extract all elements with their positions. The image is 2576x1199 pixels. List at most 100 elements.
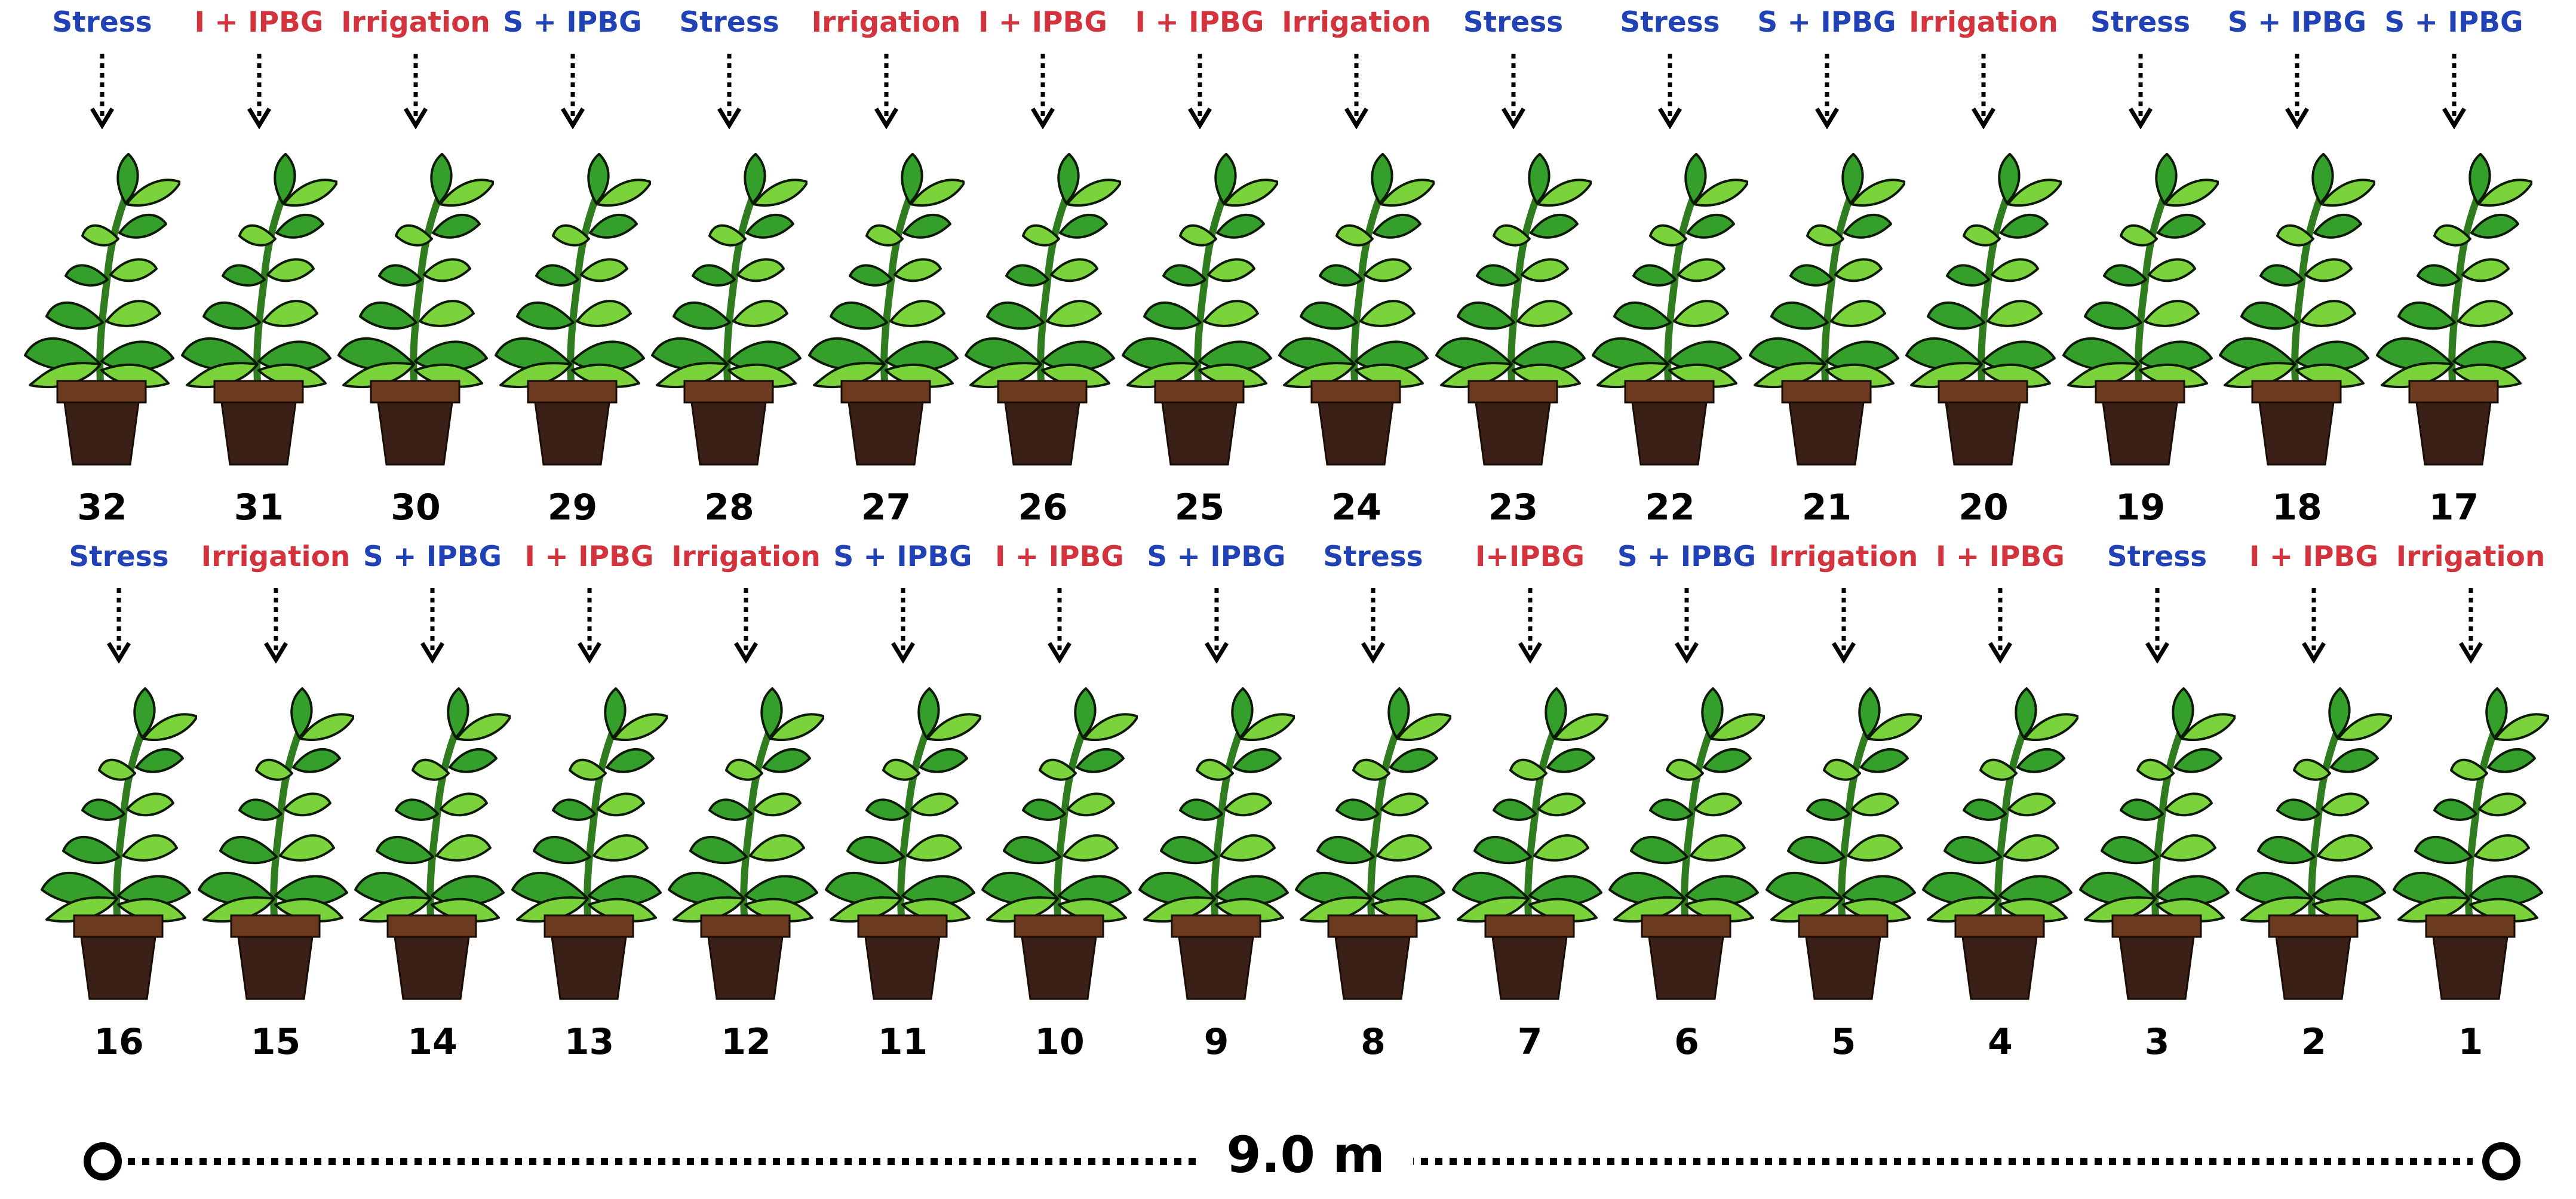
potted-plant-icon: [1608, 684, 1766, 1000]
scale-start-marker: [84, 1142, 122, 1180]
dotted-down-arrow-icon: [1031, 54, 1055, 129]
treatment-label: I + IPBG: [524, 540, 654, 573]
potted-plant-icon: [354, 684, 512, 1000]
treatment-label: Irrigation: [1282, 6, 1431, 39]
dotted-down-arrow-icon: [560, 54, 585, 129]
potted-plant-icon: [981, 684, 1139, 1000]
treatment-label: Stress: [1620, 6, 1720, 39]
potted-plant-icon: [1748, 149, 1906, 466]
treatment-label: I+IPBG: [1475, 540, 1585, 573]
potted-plant-icon: [2375, 149, 2534, 466]
dotted-down-arrow-icon: [2442, 54, 2466, 129]
pot-number: 28: [704, 487, 754, 528]
treatment-label: S + IPBG: [1147, 540, 1286, 573]
potted-plant-icon: [2062, 149, 2220, 466]
pot-number: 2: [2301, 1021, 2326, 1063]
treatment-label: Irrigation: [2396, 540, 2546, 573]
treatment-label: Stress: [2107, 540, 2207, 573]
scale-label: 9.0 m: [1198, 1126, 1413, 1184]
dotted-down-arrow-icon: [263, 588, 288, 663]
pot-number: 7: [1517, 1021, 1543, 1063]
pot-number: 8: [1361, 1021, 1386, 1063]
dotted-down-arrow-icon: [247, 54, 271, 129]
pot-number: 5: [1831, 1021, 1856, 1063]
treatment-label: Stress: [2090, 6, 2191, 39]
pot-number: 9: [1203, 1021, 1229, 1063]
pot-number: 17: [2428, 487, 2479, 528]
pot-number: 29: [547, 487, 598, 528]
potted-plant-icon: [808, 149, 966, 466]
treatment-label: I + IPBG: [978, 6, 1107, 39]
potted-plant-icon: [1765, 684, 1923, 1000]
pot-number: 19: [2115, 487, 2166, 528]
pot-number: 1: [2458, 1021, 2483, 1063]
treatment-label: S + IPBG: [1757, 6, 1896, 39]
dotted-down-arrow-icon: [1187, 54, 1212, 129]
dotted-down-arrow-icon: [891, 588, 915, 663]
potted-plant-icon: [1592, 149, 1749, 466]
dotted-down-arrow-icon: [1972, 54, 1995, 129]
treatment-label: I + IPBG: [995, 540, 1124, 573]
treatment-label: Stress: [52, 6, 152, 39]
dotted-down-arrow-icon: [717, 54, 741, 129]
potted-plant-icon: [494, 149, 652, 466]
pot-number: 18: [2272, 487, 2322, 528]
dotted-down-arrow-icon: [1675, 588, 1699, 663]
dotted-down-arrow-icon: [1344, 54, 1368, 129]
pot-number: 20: [1958, 487, 2009, 528]
potted-plant-icon: [2392, 684, 2550, 1000]
pot-number: 11: [877, 1021, 928, 1063]
potted-plant-icon: [511, 684, 669, 1000]
treatment-label: Stress: [69, 540, 169, 573]
scale-end-marker: [2482, 1142, 2520, 1180]
pot-number: 21: [1801, 487, 1852, 528]
treatment-label: Irrigation: [201, 540, 351, 573]
scale-bar: [84, 1142, 2520, 1180]
dotted-down-arrow-icon: [1204, 588, 1229, 663]
potted-plant-icon: [1138, 684, 1296, 1000]
potted-plant-icon: [337, 149, 495, 466]
potted-plant-icon: [651, 149, 809, 466]
pot-number: 26: [1018, 487, 1068, 528]
pot-number: 4: [1988, 1021, 2013, 1063]
dotted-down-arrow-icon: [1988, 588, 2012, 663]
treatment-label: Irrigation: [1909, 6, 2058, 39]
dotted-down-arrow-icon: [1658, 54, 1682, 129]
pot-number: 16: [94, 1021, 144, 1063]
potted-plant-icon: [197, 684, 355, 1000]
pot-number: 24: [1331, 487, 1381, 528]
dotted-down-arrow-icon: [577, 588, 601, 663]
potted-plant-icon: [1435, 149, 1593, 466]
dotted-down-arrow-icon: [734, 588, 758, 663]
pot-number: 6: [1674, 1021, 1699, 1063]
pot-number: 31: [234, 487, 284, 528]
dotted-down-arrow-icon: [1814, 54, 1839, 129]
dotted-down-arrow-icon: [404, 54, 428, 129]
treatment-label: Irrigation: [811, 6, 961, 39]
dotted-down-arrow-icon: [107, 588, 131, 663]
treatment-label: Irrigation: [671, 540, 821, 573]
pot-number: 3: [2144, 1021, 2170, 1063]
potted-plant-icon: [1922, 684, 2080, 1000]
potted-plant-icon: [668, 684, 825, 1000]
pot-number: 10: [1034, 1021, 1085, 1063]
potted-plant-icon: [2236, 684, 2393, 1000]
pot-number: 14: [407, 1021, 458, 1063]
dotted-down-arrow-icon: [90, 54, 114, 129]
dotted-down-arrow-icon: [2302, 588, 2326, 663]
potted-plant-icon: [180, 149, 339, 466]
pot-number: 15: [250, 1021, 301, 1063]
treatment-label: Stress: [679, 6, 779, 39]
potted-plant-icon: [1121, 149, 1279, 466]
dotted-down-arrow-icon: [2145, 588, 2169, 663]
pot-number: 12: [721, 1021, 771, 1063]
treatment-label: S + IPBG: [2384, 6, 2523, 39]
dotted-down-arrow-icon: [420, 588, 444, 663]
potted-plant-icon: [41, 684, 198, 1000]
pot-number: 25: [1174, 487, 1225, 528]
treatment-label: Irrigation: [341, 6, 490, 39]
dotted-down-arrow-icon: [2458, 588, 2483, 663]
treatment-label: I + IPBG: [194, 6, 324, 39]
dotted-down-arrow-icon: [2285, 54, 2309, 129]
